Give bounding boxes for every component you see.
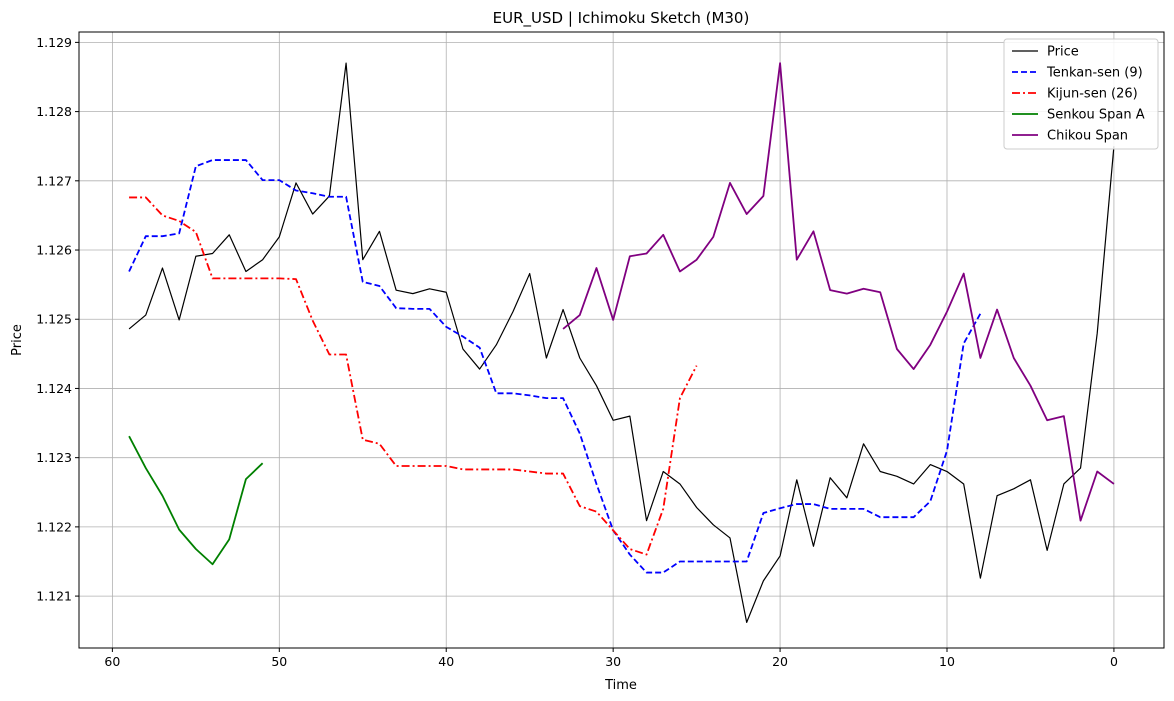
series-line-price <box>128 62 1115 623</box>
y-axis-label: Price <box>10 324 25 356</box>
x-axis-label: Time <box>604 678 637 693</box>
series-line-senkou-span-a <box>128 435 264 566</box>
legend-items: Price Tenkan-sen (9) Kijun-sen (26) Senkou … <box>1012 45 1145 144</box>
plot-frame <box>78 31 1165 649</box>
legend-label-price: Price <box>1047 45 1079 60</box>
legend-label-kijun-sen-26: Kijun-sen (26) <box>1047 87 1138 102</box>
legend: Price Tenkan-sen (9) Kijun-sen (26) Senkou … <box>1003 38 1159 150</box>
y-tick-label: 1.124 <box>36 381 72 396</box>
x-tick-label: 30 <box>605 654 621 669</box>
series-line-kijun-sen-26 <box>129 196 698 556</box>
series-line-chikou-span <box>562 62 1115 522</box>
series-layer <box>128 62 1115 623</box>
legend-label-senkou-span-a: Senkou Span A <box>1047 108 1145 123</box>
tick-layer: 60 50 40 30 20 10 0 1.121 1.122 1.123 1.124 1.125 1.… <box>36 35 1118 669</box>
x-tick-label: 0 <box>1110 654 1118 669</box>
y-tick-label: 1.125 <box>36 312 72 327</box>
y-tick-label: 1.122 <box>36 519 72 534</box>
chart-title: EUR_USD | Ichimoku Sketch (M30) <box>493 9 750 28</box>
x-tick-label: 20 <box>772 654 788 669</box>
legend-label-chikou-span: Chikou Span <box>1047 129 1128 144</box>
x-tick-label: 40 <box>438 654 454 669</box>
y-tick-label: 1.121 <box>36 589 72 604</box>
legend-box <box>1003 38 1159 150</box>
y-tick-label: 1.126 <box>36 243 72 258</box>
grid-layer <box>79 32 1164 648</box>
series-line-tenkan-sen-9 <box>128 159 982 574</box>
x-tick-label: 60 <box>104 654 120 669</box>
x-tick-label: 50 <box>271 654 287 669</box>
y-tick-label: 1.123 <box>36 450 72 465</box>
y-tick-label: 1.127 <box>36 173 72 188</box>
legend-label-tenkan-sen-9: Tenkan-sen (9) <box>1046 66 1143 81</box>
x-tick-label: 10 <box>939 654 955 669</box>
y-tick-label: 1.128 <box>36 104 72 119</box>
y-tick-label: 1.129 <box>36 35 72 50</box>
